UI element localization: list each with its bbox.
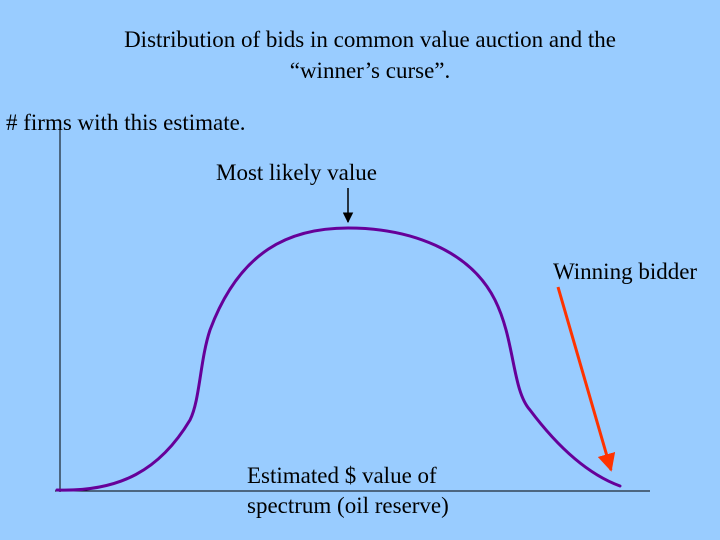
x-axis-label: Estimated $ value of spectrum (oil reser… xyxy=(247,461,449,521)
bid-distribution-curve xyxy=(55,226,622,492)
title-line-1: Distribution of bids in common value auc… xyxy=(124,27,616,52)
title-line-2: “winner’s curse”. xyxy=(289,58,451,83)
x-axis-label-line-1: Estimated $ value of xyxy=(247,463,437,488)
x-axis-label-line-2: spectrum (oil reserve) xyxy=(247,493,449,518)
winning-bidder-label: Winning bidder xyxy=(553,259,698,284)
slide-title: Distribution of bids in common value auc… xyxy=(70,24,670,86)
y-axis-label: # firms with this estimate. xyxy=(6,110,246,135)
winning-bidder-arrow xyxy=(556,286,616,472)
most-likely-value-label: Most likely value xyxy=(216,160,377,185)
